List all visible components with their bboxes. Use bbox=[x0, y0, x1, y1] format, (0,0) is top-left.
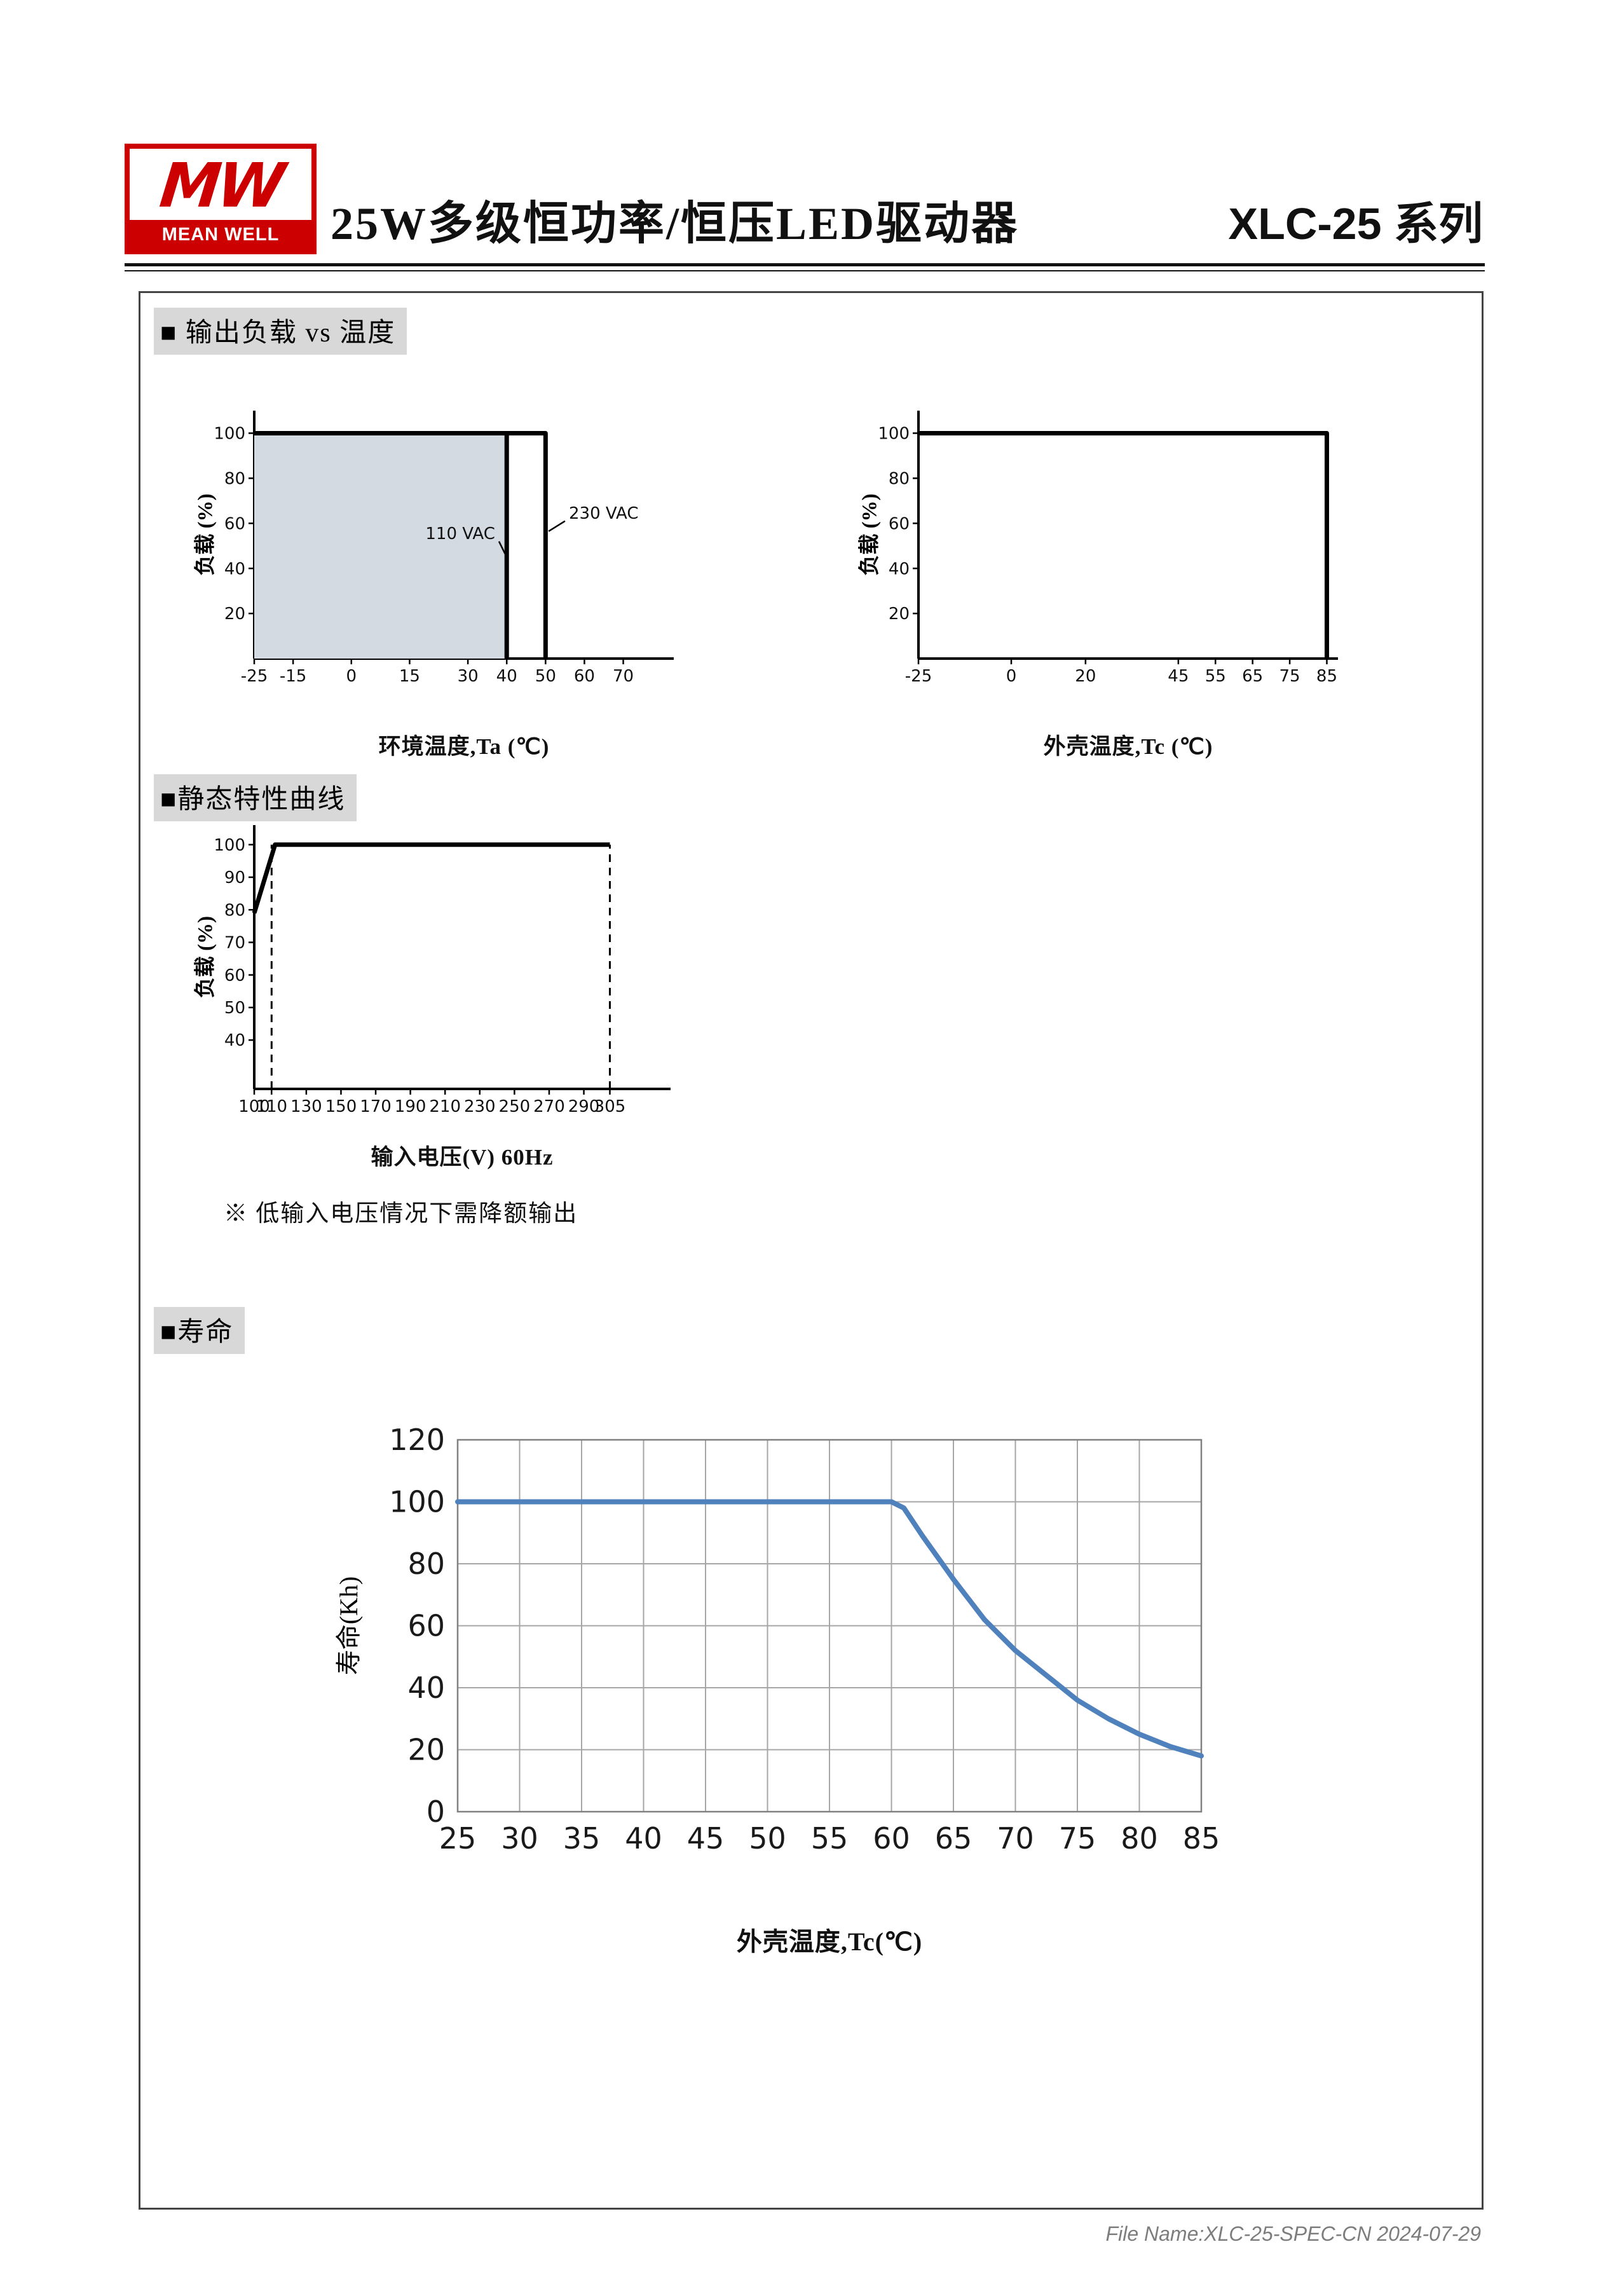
svg-text:75: 75 bbox=[1279, 667, 1300, 686]
svg-text:85: 85 bbox=[1316, 667, 1337, 686]
svg-text:80: 80 bbox=[407, 1547, 445, 1581]
section-heading-derating: ■ 输出负载 vs 温度 bbox=[154, 308, 407, 355]
svg-text:15: 15 bbox=[399, 667, 420, 686]
svg-text:80: 80 bbox=[1121, 1821, 1158, 1856]
svg-text:60: 60 bbox=[873, 1821, 910, 1856]
chart-load-vs-case-temperature: 20 40 60 80 100 -25 0 20 45 55 65 75 85 负载 (%) bbox=[858, 411, 1338, 686]
svg-text:90: 90 bbox=[224, 868, 245, 887]
svg-text:45: 45 bbox=[687, 1821, 725, 1856]
xaxis-label-ambient: 环境温度,Ta (℃) bbox=[378, 734, 550, 759]
svg-text:40: 40 bbox=[889, 559, 910, 578]
svg-text:50: 50 bbox=[749, 1821, 786, 1856]
meanwell-logo: MW MEAN WELL bbox=[125, 144, 317, 254]
svg-text:100: 100 bbox=[214, 836, 245, 855]
svg-text:170: 170 bbox=[360, 1097, 392, 1116]
svg-text:负载 (%): 负载 (%) bbox=[194, 916, 217, 998]
svg-text:270: 270 bbox=[533, 1097, 565, 1116]
svg-text:40: 40 bbox=[625, 1821, 662, 1856]
svg-text:55: 55 bbox=[1205, 667, 1226, 686]
svg-text:65: 65 bbox=[1242, 667, 1263, 686]
xaxis-label-input-voltage: 输入电压(V) 60Hz bbox=[371, 1145, 554, 1170]
svg-text:60: 60 bbox=[224, 966, 245, 985]
svg-text:50: 50 bbox=[535, 667, 556, 686]
xaxis-label-case: 外壳温度,Tc (℃) bbox=[1043, 734, 1213, 759]
header-rule-thin bbox=[125, 270, 1485, 271]
xaxis-label-life-case-temp: 外壳温度,Tc(℃) bbox=[736, 1927, 923, 1956]
svg-text:70: 70 bbox=[613, 667, 634, 686]
chart-lifetime: 0 20 40 60 80 100 120 25 30 35 40 45 50 55 60 65 70 75 80 8… bbox=[334, 1423, 1220, 1856]
svg-text:230 VAC: 230 VAC bbox=[569, 504, 639, 523]
svg-text:60: 60 bbox=[407, 1609, 445, 1643]
svg-text:80: 80 bbox=[224, 901, 245, 920]
svg-text:250: 250 bbox=[499, 1097, 531, 1116]
svg-text:0: 0 bbox=[1006, 667, 1017, 686]
svg-text:110: 110 bbox=[256, 1097, 287, 1116]
svg-text:-15: -15 bbox=[280, 667, 306, 686]
svg-text:25: 25 bbox=[439, 1821, 477, 1856]
svg-text:65: 65 bbox=[935, 1821, 972, 1856]
svg-text:0: 0 bbox=[346, 667, 357, 686]
svg-text:110 VAC: 110 VAC bbox=[425, 524, 495, 544]
svg-text:100: 100 bbox=[389, 1485, 445, 1519]
svg-text:60: 60 bbox=[889, 514, 910, 533]
svg-text:190: 190 bbox=[395, 1097, 426, 1116]
svg-text:100: 100 bbox=[878, 425, 910, 444]
svg-text:210: 210 bbox=[429, 1097, 461, 1116]
logo-brand-name: MEAN WELL bbox=[130, 220, 311, 249]
svg-text:30: 30 bbox=[501, 1821, 538, 1856]
svg-text:45: 45 bbox=[1168, 667, 1189, 686]
page-title: 25W多级恒功率/恒压LED驱动器 bbox=[331, 198, 1020, 249]
svg-text:100: 100 bbox=[238, 1097, 270, 1116]
content-frame bbox=[139, 291, 1484, 2210]
svg-text:100: 100 bbox=[214, 425, 245, 444]
svg-text:-25: -25 bbox=[241, 667, 268, 686]
svg-text:305: 305 bbox=[594, 1097, 626, 1116]
series-title: XLC-25 系列 bbox=[1228, 199, 1483, 249]
svg-text:20: 20 bbox=[889, 605, 910, 624]
svg-text:80: 80 bbox=[224, 469, 245, 488]
svg-text:75: 75 bbox=[1059, 1821, 1096, 1856]
svg-text:120: 120 bbox=[389, 1423, 445, 1457]
svg-text:30: 30 bbox=[458, 667, 479, 686]
file-name-footer: File Name:XLC-25-SPEC-CN 2024-07-29 bbox=[1105, 2222, 1481, 2245]
section-heading-static-curve: ■静态特性曲线 bbox=[154, 774, 357, 821]
svg-text:55: 55 bbox=[811, 1821, 849, 1856]
svg-text:寿命(Kh): 寿命(Kh) bbox=[334, 1576, 363, 1676]
svg-text:20: 20 bbox=[1075, 667, 1096, 686]
svg-text:230: 230 bbox=[464, 1097, 496, 1116]
svg-text:50: 50 bbox=[224, 999, 245, 1018]
svg-text:负载 (%): 负载 (%) bbox=[858, 493, 882, 575]
chart-load-vs-ambient-temperature: 20 40 60 80 100 -25 -15 0 15 30 40 50 60 70 110 VAC 230… bbox=[194, 411, 674, 686]
svg-text:290: 290 bbox=[568, 1097, 600, 1116]
svg-text:70: 70 bbox=[997, 1821, 1034, 1856]
svg-text:40: 40 bbox=[224, 1031, 245, 1050]
svg-text:0: 0 bbox=[426, 1795, 445, 1829]
header-rule-thick bbox=[125, 263, 1485, 266]
svg-text:40: 40 bbox=[496, 667, 517, 686]
svg-text:20: 20 bbox=[407, 1733, 445, 1767]
svg-text:40: 40 bbox=[407, 1671, 445, 1705]
svg-text:20: 20 bbox=[224, 605, 245, 624]
svg-text:150: 150 bbox=[325, 1097, 357, 1116]
svg-text:60: 60 bbox=[574, 667, 595, 686]
svg-text:85: 85 bbox=[1183, 1821, 1220, 1856]
svg-text:-25: -25 bbox=[905, 667, 932, 686]
svg-text:负载 (%): 负载 (%) bbox=[194, 493, 217, 575]
derate-note: ※ 低输入电压情况下需降额输出 bbox=[224, 1201, 578, 1227]
svg-text:80: 80 bbox=[889, 469, 910, 488]
svg-text:130: 130 bbox=[290, 1097, 322, 1116]
svg-text:60: 60 bbox=[224, 514, 245, 533]
logo-mw-mark: MW bbox=[156, 150, 285, 221]
svg-text:35: 35 bbox=[563, 1821, 601, 1856]
section-heading-life: ■寿命 bbox=[154, 1307, 245, 1354]
svg-text:70: 70 bbox=[224, 934, 245, 953]
svg-text:40: 40 bbox=[224, 559, 245, 578]
